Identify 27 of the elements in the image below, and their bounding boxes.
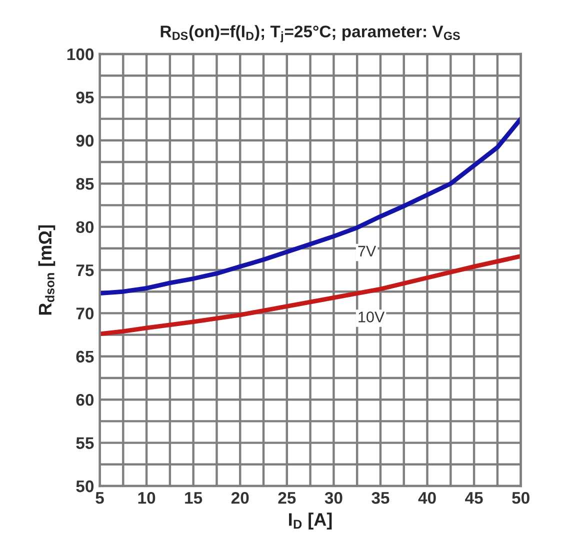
x-tick-label: 30 — [324, 492, 342, 504]
x-tick-label: 20 — [231, 492, 249, 504]
chart-title: R$_{DS}$(on)=f(I$_{D}$); T$_{j}$=25°C; parameter: V$_{GS}$ — [160, 25, 460, 42]
line-series — [100, 116, 521, 296]
x-tick-label: 40 — [418, 492, 436, 504]
y-tick-label: 90 — [76, 134, 94, 147]
x-tick-label: 5 — [96, 492, 104, 504]
y-tick-label: 70 — [76, 308, 94, 320]
y-tick-label: 75 — [76, 264, 94, 276]
x-tick-label: 50 — [512, 492, 530, 504]
y-tick-label: 95 — [76, 92, 94, 104]
series-label: 10V — [358, 312, 385, 322]
y-tick-label: 65 — [76, 350, 94, 363]
y-axis-title: R$_{dson}$ [mΩ] — [38, 225, 56, 315]
y-tick-label: 50 — [76, 480, 94, 492]
x-tick-label: 10 — [138, 492, 156, 504]
y-tick-label: 100 — [67, 48, 94, 60]
x-tick-label: 15 — [185, 492, 202, 504]
y-tick-label: 55 — [76, 437, 94, 450]
series-label: 7V — [358, 246, 376, 256]
x-tick-label: 35 — [372, 492, 390, 504]
y-tick-label: 60 — [76, 394, 94, 406]
x-tick-label: 45 — [465, 492, 483, 504]
x-tick-label: 25 — [278, 492, 296, 504]
x-axis-title: I$_{D}$ [A] — [289, 512, 332, 530]
y-tick-label: 85 — [76, 178, 94, 190]
y-tick-label: 80 — [76, 221, 94, 234]
